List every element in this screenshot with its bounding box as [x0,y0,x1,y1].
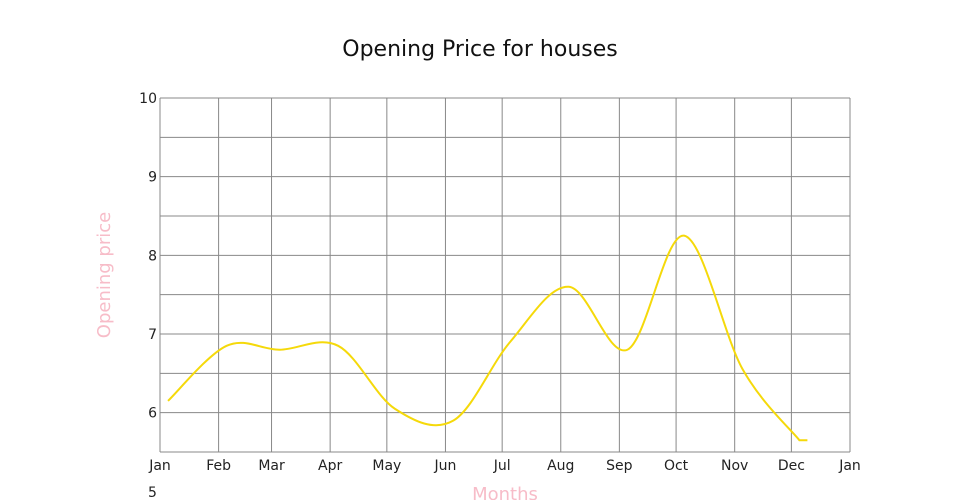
x-tick-label: Jan [148,458,171,474]
x-axis-label: Months [472,484,538,500]
y-tick-label: 10 [139,91,157,107]
x-tick-label: Apr [318,458,342,474]
y-tick-label: 8 [148,248,157,264]
x-tick-label: Jan [838,458,861,474]
x-tick-label: Aug [547,458,574,474]
x-tick-label: Sep [606,458,633,474]
series-line [167,234,808,442]
x-tick-label: Dec [778,458,805,474]
x-tick-label: May [372,458,401,474]
chart-title: Opening Price for houses [342,37,617,62]
x-tick-label: Nov [721,458,748,474]
x-tick-label: Feb [206,458,231,474]
x-tick-label: Oct [664,458,689,474]
x-tick-labels: Jan Feb Mar Apr May Jun Jul Aug Sep Oct Nov Dec Jan [148,458,861,474]
y-tick-labels: 6 7 8 9 10 [139,91,157,422]
y-tick-label: 9 [148,170,157,186]
year-label: 5 [148,485,157,500]
x-tick-label: Jul [493,458,511,474]
y-tick-label: 7 [148,327,157,343]
y-tick-label: 6 [148,406,157,422]
y-axis-label: Opening price [94,212,115,338]
grid [159,97,851,453]
x-tick-label: Mar [258,458,285,474]
x-tick-label: Jun [434,458,457,474]
